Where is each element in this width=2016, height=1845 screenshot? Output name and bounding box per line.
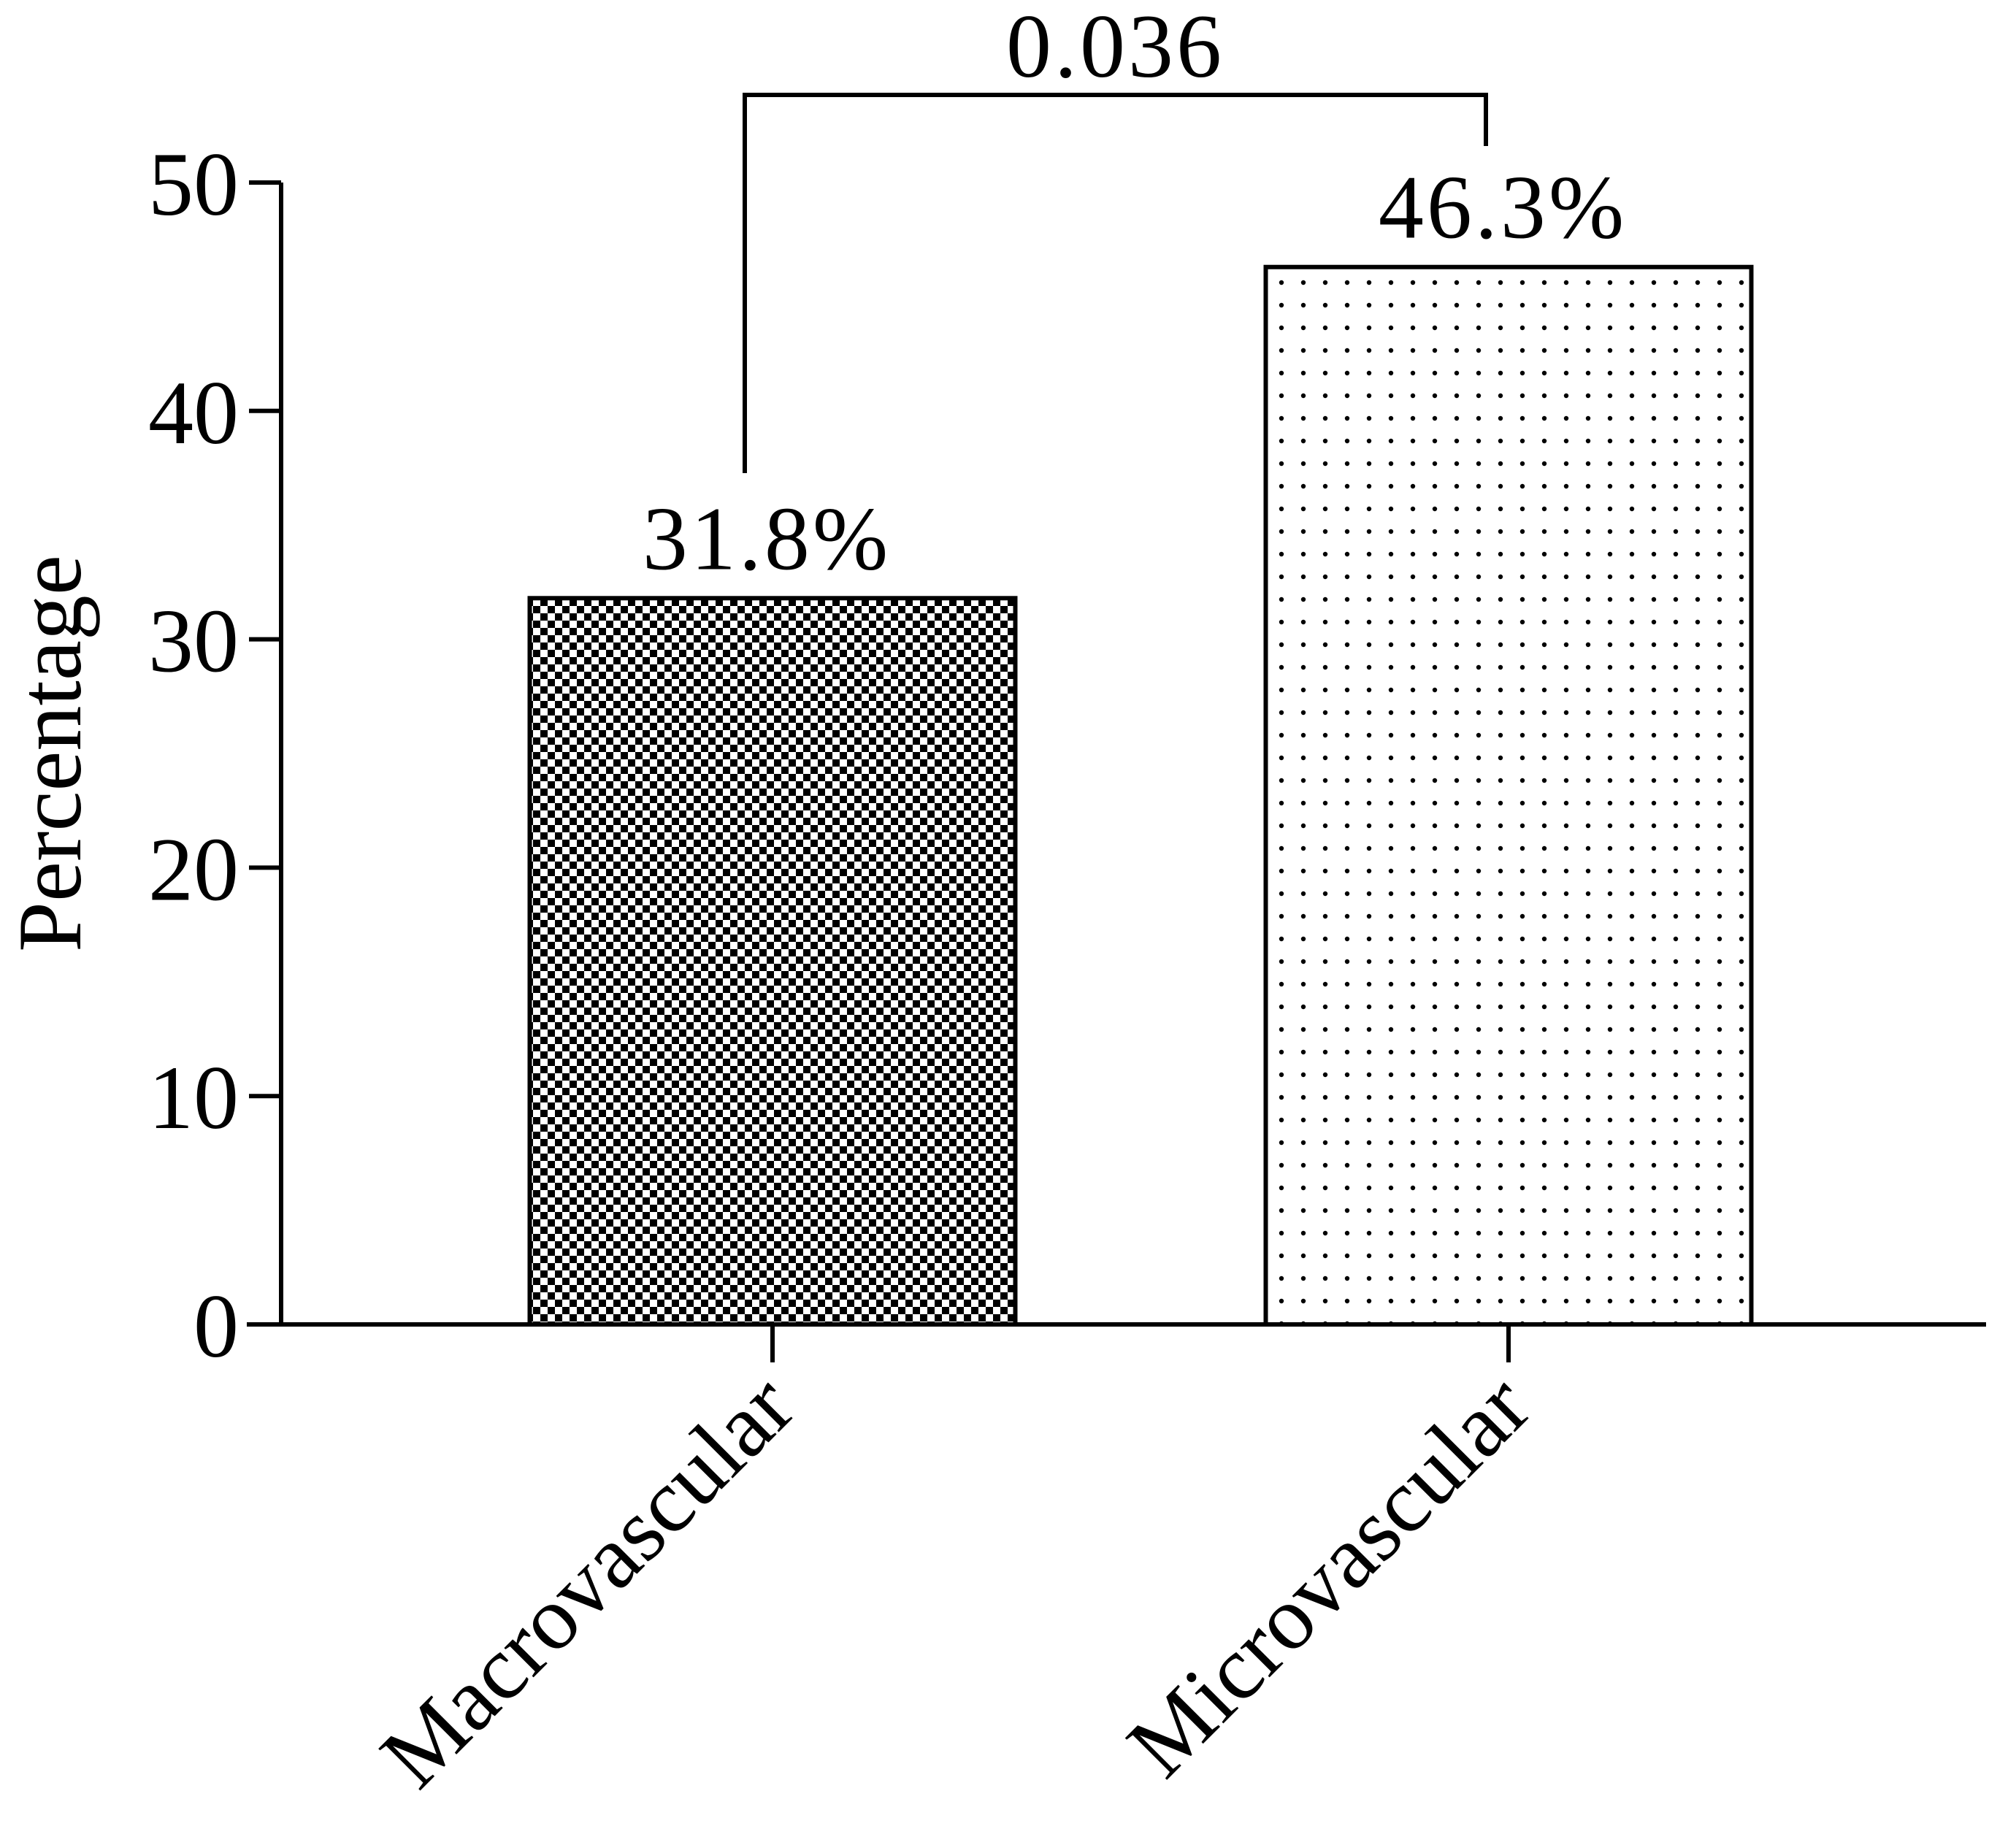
bar-microvascular: [1263, 264, 1754, 1327]
data-labels: 31.8% 46.3%: [643, 158, 1627, 589]
y-tick-label: 10: [148, 1048, 239, 1148]
y-tick-label: 50: [148, 134, 239, 234]
y-axis-title: Percentage: [0, 555, 100, 952]
data-label: 46.3%: [1379, 158, 1627, 258]
bar-macrovascular: [527, 596, 1018, 1327]
significance-label: 0.036: [1006, 0, 1224, 96]
bars: [527, 264, 1754, 1327]
y-tick-label: 20: [148, 819, 239, 919]
y-tick-label: 30: [148, 591, 239, 691]
x-tick-label: Microvascular: [1108, 1355, 1549, 1795]
y-axis: 0 10 20 30 40 50: [148, 134, 283, 1376]
significance-bracket: 0.036: [743, 0, 1488, 473]
y-tick-label: 0: [193, 1276, 239, 1376]
significance-line: [743, 93, 1488, 473]
x-tick-label: Macrovascular: [361, 1355, 813, 1806]
y-tick-label: 40: [148, 363, 239, 463]
x-axis: Macrovascular Microvascular: [247, 1322, 1986, 1806]
data-label: 31.8%: [643, 488, 891, 588]
